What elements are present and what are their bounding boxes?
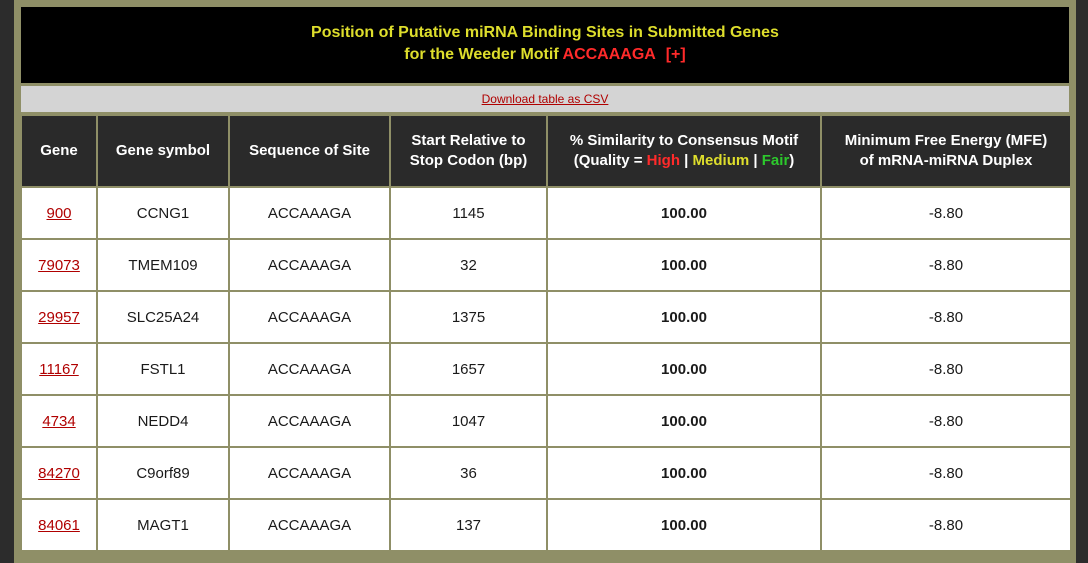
start-cell: 1047 — [389, 394, 548, 448]
symbol-cell: MAGT1 — [96, 498, 230, 552]
table-row: 29957 SLC25A24 ACCAAAGA 1375 100.00 -8.8… — [20, 290, 1072, 344]
similarity-cell: 100.00 — [546, 394, 822, 448]
col-header-symbol[interactable]: Gene symbol — [96, 114, 230, 188]
gene-link[interactable]: 11167 — [39, 360, 79, 378]
start-header-line1: Start Relative to — [411, 132, 526, 149]
mfe-cell: -8.80 — [820, 342, 1072, 396]
start-cell: 1145 — [389, 186, 548, 240]
mfe-cell: -8.80 — [820, 498, 1072, 552]
sequence-cell: ACCAAAGA — [228, 238, 391, 292]
gene-link[interactable]: 4734 — [42, 412, 76, 430]
similarity-cell: 100.00 — [546, 186, 822, 240]
table-row: 900 CCNG1 ACCAAAGA 1145 100.00 -8.80 — [20, 186, 1072, 240]
gene-cell: 29957 — [20, 290, 98, 344]
table-row: 84270 C9orf89 ACCAAAGA 36 100.00 -8.80 — [20, 446, 1072, 500]
title-line-2: for the Weeder Motif ACCAAAGA [+] — [21, 44, 1069, 66]
gene-cell: 84270 — [20, 446, 98, 500]
gene-link[interactable]: 79073 — [38, 256, 80, 274]
sequence-cell: ACCAAAGA — [228, 446, 391, 500]
mfe-header-line1: Minimum Free Energy (MFE) — [844, 132, 1048, 149]
symbol-cell: C9orf89 — [96, 446, 230, 500]
mfe-cell: -8.80 — [820, 238, 1072, 292]
table-row: 84061 MAGT1 ACCAAAGA 137 100.00 -8.80 — [20, 498, 1072, 552]
start-cell: 36 — [389, 446, 548, 500]
mfe-cell: -8.80 — [820, 394, 1072, 448]
start-cell: 1657 — [389, 342, 548, 396]
symbol-cell: SLC25A24 — [96, 290, 230, 344]
gene-link[interactable]: 84061 — [38, 516, 80, 534]
sequence-cell: ACCAAAGA — [228, 498, 391, 552]
start-header-line2: Stop Codon (bp) — [409, 152, 528, 169]
csv-bar: Download table as CSV — [21, 86, 1069, 112]
title-line-1: Position of Putative miRNA Binding Sites… — [311, 24, 779, 41]
title-prefix: for the Weeder Motif — [404, 46, 559, 63]
table-row: 11167 FSTL1 ACCAAAGA 1657 100.00 -8.80 — [20, 342, 1072, 396]
download-csv-link[interactable]: Download table as CSV — [481, 92, 609, 106]
symbol-cell: FSTL1 — [96, 342, 230, 396]
start-cell: 32 — [389, 238, 548, 292]
start-cell: 1375 — [389, 290, 548, 344]
symbol-cell: TMEM109 — [96, 238, 230, 292]
mfe-cell: -8.80 — [820, 290, 1072, 344]
similarity-cell: 100.00 — [546, 290, 822, 344]
gene-cell: 79073 — [20, 238, 98, 292]
gene-cell: 11167 — [20, 342, 98, 396]
table-title: Position of Putative miRNA Binding Sites… — [21, 7, 1069, 83]
similarity-cell: 100.00 — [546, 446, 822, 500]
sequence-cell: ACCAAAGA — [228, 290, 391, 344]
sim-header-line1: % Similarity to Consensus Motif — [569, 132, 799, 149]
start-cell: 137 — [389, 498, 548, 552]
symbol-cell: NEDD4 — [96, 394, 230, 448]
gene-link[interactable]: 900 — [46, 204, 72, 222]
col-header-similarity[interactable]: % Similarity to Consensus Motif (Quality… — [546, 114, 822, 188]
similarity-cell: 100.00 — [546, 342, 822, 396]
sequence-cell: ACCAAAGA — [228, 394, 391, 448]
table-row: 4734 NEDD4 ACCAAAGA 1047 100.00 -8.80 — [20, 394, 1072, 448]
quality-high-label: High — [646, 152, 680, 169]
mfe-header-line2: of mRNA-miRNA Duplex — [859, 152, 1033, 169]
sim-header-prefix: (Quality = — [573, 152, 643, 169]
mfe-cell: -8.80 — [820, 186, 1072, 240]
col-header-sequence[interactable]: Sequence of Site — [228, 114, 391, 188]
table-row: 79073 TMEM109 ACCAAAGA 32 100.00 -8.80 — [20, 238, 1072, 292]
motif-name: ACCAAAGA — [562, 46, 656, 63]
gene-cell: 4734 — [20, 394, 98, 448]
quality-separator: | — [684, 152, 689, 169]
col-header-mfe[interactable]: Minimum Free Energy (MFE) of mRNA-miRNA … — [820, 114, 1072, 188]
gene-cell: 900 — [20, 186, 98, 240]
quality-fair-label: Fair — [761, 152, 790, 169]
symbol-cell: CCNG1 — [96, 186, 230, 240]
page-frame: Position of Putative miRNA Binding Sites… — [14, 0, 1076, 563]
gene-cell: 84061 — [20, 498, 98, 552]
sequence-cell: ACCAAAGA — [228, 186, 391, 240]
quality-medium-label: Medium — [692, 152, 750, 169]
expand-toggle[interactable]: [+] — [665, 46, 686, 63]
quality-separator: | — [753, 152, 758, 169]
mfe-cell: -8.80 — [820, 446, 1072, 500]
col-header-start[interactable]: Start Relative to Stop Codon (bp) — [389, 114, 548, 188]
sequence-cell: ACCAAAGA — [228, 342, 391, 396]
sim-header-close: ) — [789, 152, 795, 169]
gene-link[interactable]: 84270 — [38, 464, 80, 482]
gene-link[interactable]: 29957 — [38, 308, 80, 326]
similarity-cell: 100.00 — [546, 498, 822, 552]
col-header-gene[interactable]: Gene — [20, 114, 98, 188]
binding-sites-table: Gene Gene symbol Sequence of Site Start … — [20, 114, 1072, 552]
table-header-row: Gene Gene symbol Sequence of Site Start … — [20, 114, 1072, 188]
similarity-cell: 100.00 — [546, 238, 822, 292]
